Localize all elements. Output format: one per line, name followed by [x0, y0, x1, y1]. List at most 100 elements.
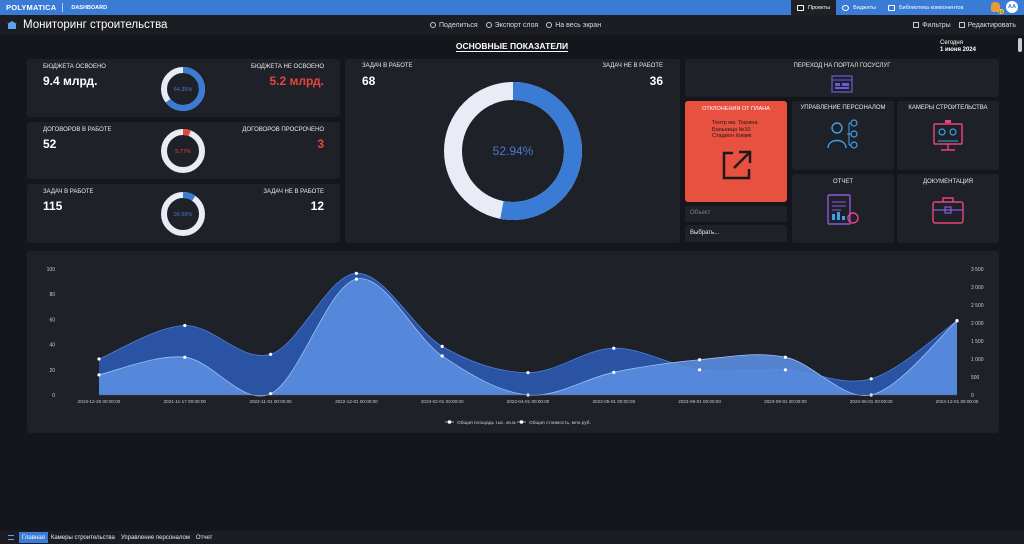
staff-icon: [827, 119, 858, 149]
data-point[interactable]: [269, 352, 273, 356]
data-point[interactable]: [698, 358, 702, 362]
home-icon[interactable]: [7, 21, 17, 29]
export-icon: [485, 21, 492, 28]
y-right-tick: 2 500: [971, 303, 984, 309]
data-point[interactable]: [783, 368, 788, 372]
report-tile[interactable]: ОТЧЕТ: [792, 174, 894, 243]
y-right-tick: 500: [971, 375, 980, 381]
donut-percent-label: 5.77%: [175, 149, 191, 155]
object-select[interactable]: Выбрать...: [685, 225, 787, 242]
avatar[interactable]: AA: [1006, 1, 1018, 13]
section-title: ОСНОВНЫЕ ПОКАЗАТЕЛИ: [0, 41, 1024, 52]
tasks-donut: 09.56%: [161, 192, 205, 236]
edit-button[interactable]: Редактировать: [958, 21, 1016, 29]
donut-percent-label: 52.94%: [493, 144, 534, 158]
kpi-left-label: ДОГОВОРОВ В РАБОТЕ: [43, 127, 112, 133]
filters-button[interactable]: Фильтры: [913, 21, 951, 29]
data-point[interactable]: [97, 357, 101, 361]
data-point[interactable]: [783, 355, 788, 359]
y-right-tick: 2 000: [971, 321, 984, 327]
share-button[interactable]: Поделиться: [430, 21, 478, 29]
export-layer-button[interactable]: Экспорт слоя: [485, 21, 538, 29]
footer-tab-cameras[interactable]: Камеры строительства: [50, 534, 115, 541]
x-tick: 2021-11-17 00:00:00: [164, 399, 207, 404]
external-link-icon[interactable]: [719, 147, 755, 183]
gear-icon: [958, 21, 965, 28]
legend-item[interactable]: Общая площадь тыс. кв.м.: [445, 420, 517, 426]
data-point[interactable]: [612, 346, 616, 350]
construction-cameras-tile[interactable]: КАМЕРЫ СТРОИТЕЛЬСТВА: [897, 101, 999, 170]
scrollbar[interactable]: [1018, 38, 1022, 52]
edit-label: Редактировать: [967, 21, 1016, 29]
data-point[interactable]: [269, 392, 273, 396]
page-header: Мониторинг строительства Поделиться Эксп…: [0, 15, 1024, 35]
section-title-text: ОСНОВНЫЕ ПОКАЗАТЕЛИ: [455, 41, 569, 52]
x-tick: 2022-11-01 00:00:00: [249, 399, 292, 404]
footer-tab-staff[interactable]: Управление персоналом: [120, 534, 190, 541]
header-actions: Поделиться Экспорт слоя На весь экран: [430, 15, 601, 35]
data-point[interactable]: [440, 344, 444, 348]
donut-value-arc: [444, 82, 582, 220]
tab-widgets[interactable]: Виджеты: [836, 0, 882, 15]
y-left-tick: 60: [49, 317, 55, 323]
notification-bell-icon[interactable]: 10: [991, 2, 1004, 14]
staff-tile-title: УПРАВЛЕНИЕ ПЕРСОНАЛОМ: [800, 105, 886, 111]
kpi-right-value: 12: [310, 199, 324, 213]
filters-label: Фильтры: [922, 21, 951, 29]
product-name: DASHBOARD: [71, 4, 108, 11]
legend-label: Общая стоимость, млн.руб.: [529, 420, 591, 426]
donut-value-arc: [161, 192, 205, 236]
share-label: Поделиться: [439, 21, 478, 29]
x-tick: 2024-06-01 00:00:00: [850, 399, 893, 404]
documentation-tile[interactable]: ДОКУМЕНТАЦИЯ: [897, 174, 999, 243]
brand-logo[interactable]: POLYMATICA: [6, 3, 57, 12]
legend-item[interactable]: Общая стоимость, млн.руб.: [517, 420, 591, 426]
fullscreen-button[interactable]: На весь экран: [546, 21, 601, 29]
notification-badge: 10: [997, 9, 1004, 14]
data-point[interactable]: [183, 355, 187, 359]
deviations-title: ОТКЛОНЕНИЯ ОТ ПЛАНА: [702, 106, 770, 112]
area-chart-card: 0 20 40 60 80 100 0 500 1 000 1 500 2 000 2 500 3 00…: [27, 251, 999, 433]
data-point[interactable]: [440, 354, 444, 358]
x-tick: 2019-12-25 00:00:00: [78, 399, 121, 404]
x-tick: 2023-09-01 00:00:00: [764, 399, 807, 404]
tab-projects-label: Проекты: [808, 4, 831, 11]
tasks-big-donut: 52.94%: [444, 82, 582, 220]
kpi-left-label: ЗАДАЧ В РАБОТЕ: [43, 189, 94, 195]
object-field-label: Объект: [685, 206, 787, 222]
data-point[interactable]: [97, 373, 101, 377]
tab-projects[interactable]: Проекты: [791, 0, 837, 15]
tab-component-library[interactable]: Библиотека компонентов: [882, 0, 969, 15]
data-point[interactable]: [955, 319, 959, 323]
data-point[interactable]: [526, 371, 530, 375]
date-value: 1 июня 2024: [940, 47, 976, 53]
data-point[interactable]: [698, 368, 702, 372]
data-point[interactable]: [354, 271, 358, 275]
data-point[interactable]: [183, 323, 187, 328]
docs-tile-title: ДОКУМЕНТАЦИЯ: [923, 179, 973, 185]
footer-tabs: Главная Камеры строительства Управление …: [0, 531, 1024, 544]
y-left-tick: 100: [47, 267, 56, 273]
staff-management-tile[interactable]: УПРАВЛЕНИЕ ПЕРСОНАЛОМ: [792, 101, 894, 170]
briefcase-icon: [932, 197, 964, 224]
data-point[interactable]: [354, 277, 358, 281]
portal-tile-title: ПЕРЕХОД НА ПОРТАЛ ГОСУСЛУГ: [793, 63, 891, 69]
menu-icon[interactable]: [8, 535, 14, 540]
x-tick: 2024-12-01 00:00:00: [936, 399, 979, 404]
monitor-icon: [797, 4, 804, 11]
kpi-right-label: ЗАДАЧ НЕ В РАБОТЕ: [263, 189, 324, 195]
kpi-right-value: 3: [317, 137, 324, 151]
tab-widgets-label: Виджеты: [853, 4, 877, 11]
data-point[interactable]: [612, 370, 616, 374]
gosuslugi-portal-tile[interactable]: ПЕРЕХОД НА ПОРТАЛ ГОСУСЛУГ: [685, 59, 999, 97]
cameras-tile-title: КАМЕРЫ СТРОИТЕЛЬСТВА: [908, 105, 988, 111]
footer-tab-main[interactable]: Главная: [19, 532, 48, 543]
user-area: 10 AA: [991, 1, 1018, 14]
kpi-card-contracts: ДОГОВОРОВ В РАБОТЕ 52 ДОГОВОРОВ ПРОСРОЧЕ…: [27, 122, 340, 179]
data-point[interactable]: [869, 377, 873, 381]
object-label: Объект: [690, 210, 711, 216]
footer-tab-report[interactable]: Отчет: [195, 534, 213, 541]
deviation-item: Театр им. Тюрина: [712, 120, 758, 126]
plan-deviations-tile[interactable]: ОТКЛОНЕНИЯ ОТ ПЛАНА Театр им. Тюрина Бол…: [685, 101, 787, 202]
